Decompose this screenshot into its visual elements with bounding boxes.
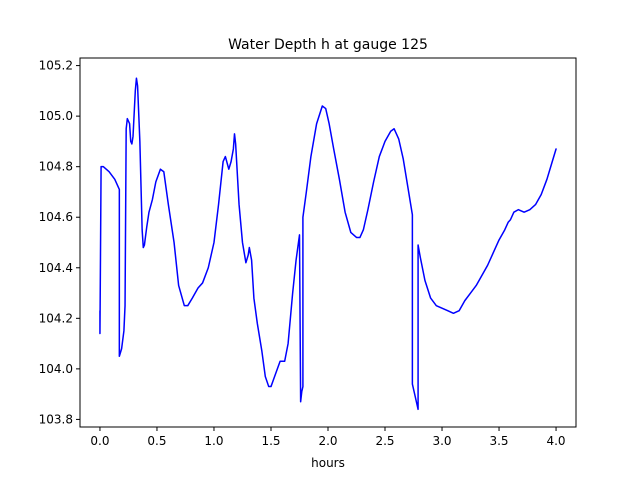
y-tick-label: 105.0: [39, 109, 73, 123]
x-axis: 0.0 0.5 1.0 1.5 2.0 2.5 3.0 3.5 4.0: [90, 427, 566, 448]
y-tick-label: 103.8: [39, 412, 73, 426]
x-tick-label: 2.0: [318, 434, 337, 448]
y-tick-label: 104.8: [39, 160, 73, 174]
plot-area: [99, 77, 557, 411]
x-axis-label: hours: [311, 456, 345, 470]
x-tick-label: 3.0: [432, 434, 451, 448]
y-tick-label: 104.0: [39, 362, 73, 376]
x-tick-label: 3.5: [489, 434, 508, 448]
chart-title: Water Depth h at gauge 125: [228, 37, 428, 53]
x-tick-label: 4.0: [546, 434, 565, 448]
y-axis: 103.8 104.0 104.2 104.4 104.6 104.8 105.0 105.2: [39, 59, 80, 426]
x-tick-label: 0.0: [90, 434, 109, 448]
y-tick-label: 105.2: [39, 59, 73, 73]
x-tick-label: 1.5: [261, 434, 280, 448]
y-tick-label: 104.6: [39, 210, 73, 224]
x-tick-label: 2.5: [375, 434, 394, 448]
x-tick-label: 1.0: [204, 434, 223, 448]
y-tick-label: 104.2: [39, 311, 73, 325]
y-tick-label: 104.4: [39, 261, 73, 275]
series-line-1: [99, 77, 557, 411]
x-tick-label: 0.5: [147, 434, 166, 448]
